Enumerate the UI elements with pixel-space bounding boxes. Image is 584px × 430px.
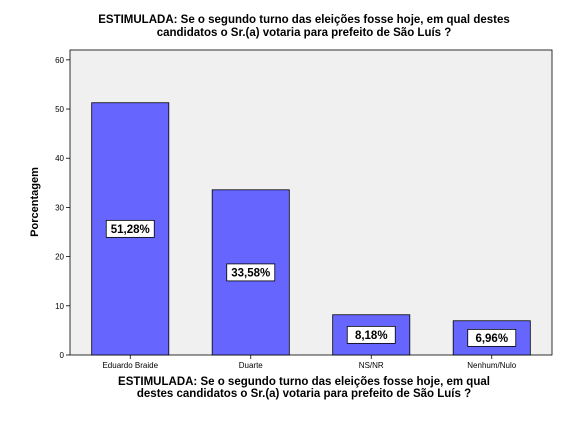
y-axis-label: Porcentagem [29,167,41,237]
data-labels: 51,28% 33,58% 8,18% 6,96% [105,219,517,347]
data-label-box [346,325,396,344]
chart-title-line-1: ESTIMULADA: Se o segundo turno das eleiç… [98,14,510,26]
y-tick-label: 40 [55,154,64,163]
x-axis-label-line-2: destes candidatos o Sr.(a) votaria para … [137,388,471,400]
y-tick-label: 20 [55,253,64,262]
data-label-box [105,219,155,238]
x-tick-label: NS/NR [359,361,384,370]
data-label: 6,96% [475,333,508,345]
y-tick-label: 30 [55,203,64,212]
data-label: 8,18% [355,330,388,342]
x-tick-label: Eduardo Braide [102,361,158,370]
x-axis-label-line-1: ESTIMULADA: Se o segundo turno das eleiç… [118,376,490,388]
data-label-box [467,328,517,347]
data-label-box [226,263,276,282]
y-axis: 0 10 20 30 40 50 60 [55,56,70,360]
x-tick-label: Nenhum/Nulo [467,361,516,370]
x-axis: Eduardo Braide Duarte NS/NR Nenhum/Nulo [102,355,517,370]
y-tick-label: 50 [55,105,64,114]
y-tick-label: 10 [55,302,64,311]
data-label: 51,28% [111,224,150,236]
chart-title-line-2: candidatos o Sr.(a) votaria para prefeit… [157,27,452,39]
y-tick-label: 0 [60,351,65,360]
y-tick-label: 60 [55,56,64,65]
x-tick-label: Duarte [239,361,264,370]
data-label: 33,58% [231,267,270,279]
